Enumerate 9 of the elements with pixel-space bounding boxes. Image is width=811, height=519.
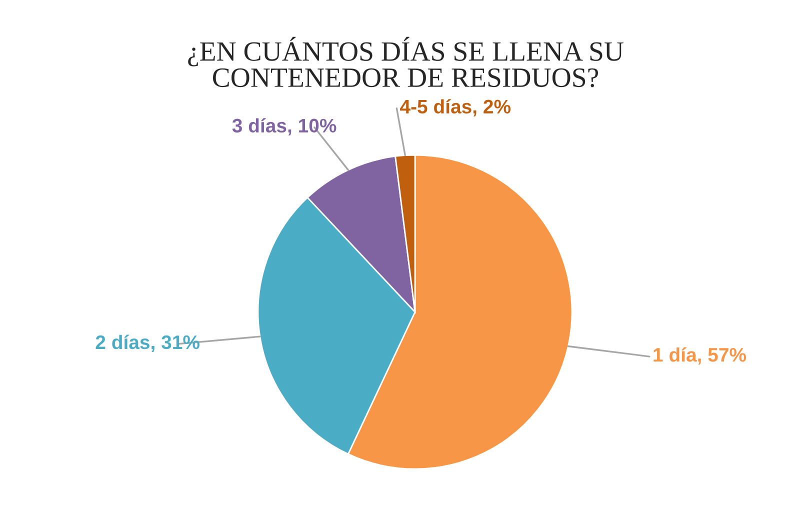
slice-label: 2 días bbox=[96, 334, 150, 350]
data-label: , 2% bbox=[473, 100, 511, 116]
data-label: , 10% bbox=[288, 118, 336, 136]
data-label: , 31% bbox=[152, 335, 200, 352]
chart-title: ¿EN CUÁNTOS DÍAS SE LLENA SU CONTENEDOR DE RESIDUOS? bbox=[188, 36, 624, 88]
slice-label: 4-5 días bbox=[400, 99, 472, 114]
slice-label: 1 día bbox=[654, 347, 697, 362]
slice-label: 3 días bbox=[232, 118, 286, 133]
data-label: , 57% bbox=[698, 348, 746, 365]
